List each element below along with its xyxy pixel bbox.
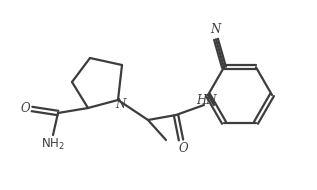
Text: N: N [210,23,220,36]
Text: N: N [115,98,125,112]
Text: O: O [178,142,188,154]
Text: HN: HN [196,94,216,108]
Text: O: O [20,101,30,115]
Text: NH$_2$: NH$_2$ [41,136,65,152]
